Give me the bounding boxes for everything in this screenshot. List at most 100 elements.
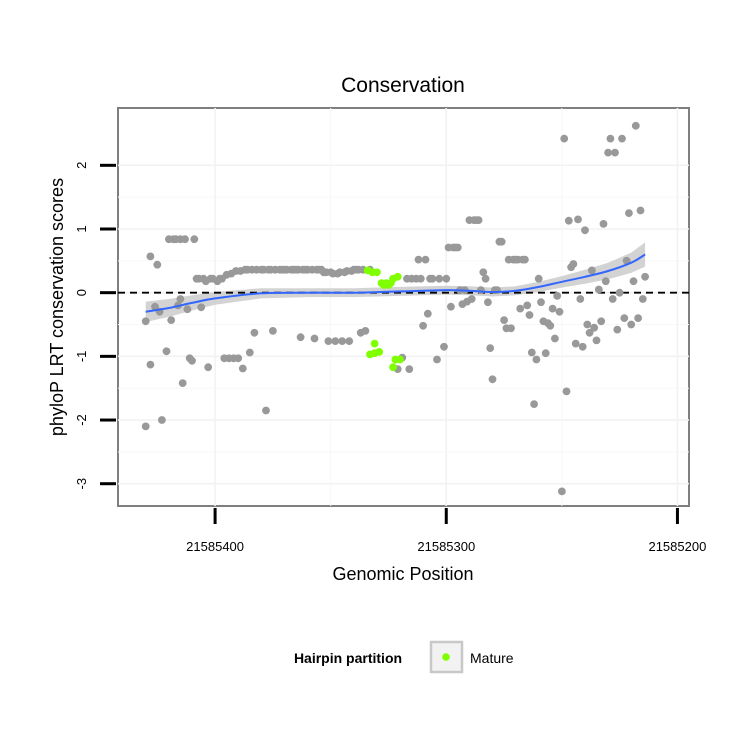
mature-data-point xyxy=(396,355,404,364)
data-point xyxy=(146,360,155,369)
data-point xyxy=(500,316,508,324)
data-point xyxy=(618,134,626,143)
data-point xyxy=(162,347,171,356)
legend-title: Hairpin partition xyxy=(294,650,402,666)
data-point xyxy=(608,295,617,303)
data-point xyxy=(574,215,582,224)
data-point xyxy=(541,349,550,358)
data-point xyxy=(190,235,199,244)
data-point xyxy=(641,272,649,281)
data-point xyxy=(534,274,543,283)
data-point xyxy=(627,320,636,329)
data-point xyxy=(532,355,541,364)
data-point xyxy=(433,355,441,364)
data-point xyxy=(581,226,589,235)
plot-panel xyxy=(117,107,690,507)
legend-key-box xyxy=(429,640,464,674)
data-point xyxy=(629,277,638,286)
y-tick-label: -3 xyxy=(74,478,89,490)
data-point xyxy=(527,348,536,357)
data-point xyxy=(597,317,606,326)
legend-key-mature-dot xyxy=(442,653,450,661)
data-point xyxy=(590,323,599,332)
data-point xyxy=(167,316,176,324)
data-point xyxy=(204,363,213,372)
y-tick-label: 2 xyxy=(74,162,89,169)
data-point xyxy=(238,364,247,373)
data-point xyxy=(583,320,592,329)
data-point xyxy=(569,260,578,268)
data-point xyxy=(585,328,594,337)
data-point xyxy=(269,327,277,335)
data-point xyxy=(234,354,243,363)
data-point xyxy=(497,237,506,246)
data-point xyxy=(245,348,254,357)
data-point xyxy=(416,274,425,283)
data-point xyxy=(562,387,571,396)
data-point xyxy=(310,334,319,343)
x-axis-title: Genomic Position xyxy=(332,564,473,584)
data-point xyxy=(516,304,525,313)
mature-data-point xyxy=(373,268,381,277)
data-point xyxy=(158,416,166,424)
data-point xyxy=(419,321,427,330)
data-point xyxy=(599,220,608,228)
data-point xyxy=(474,216,483,225)
data-point xyxy=(481,274,490,283)
data-point xyxy=(442,274,451,283)
data-point xyxy=(361,327,370,335)
data-point xyxy=(631,121,640,130)
data-point xyxy=(578,342,587,351)
data-point xyxy=(421,255,430,264)
y-tick-label: -2 xyxy=(74,414,89,426)
legend-label-mature: Mature xyxy=(470,650,514,666)
data-point xyxy=(296,333,305,342)
y-tick-label: 1 xyxy=(74,225,89,232)
points-layer xyxy=(141,121,649,496)
smooth-trend-line xyxy=(145,253,646,313)
data-point xyxy=(486,344,495,352)
y-axis-title: phyloP LRT conservation scores xyxy=(47,178,67,436)
legend: Hairpin partition Mature xyxy=(294,640,514,674)
data-point xyxy=(546,321,555,330)
data-point xyxy=(507,324,515,333)
data-point xyxy=(414,255,423,264)
x-tick-label: 21585300 xyxy=(417,539,475,554)
data-point xyxy=(176,295,185,303)
data-point xyxy=(338,337,347,345)
data-point xyxy=(153,260,162,269)
mature-data-point xyxy=(393,272,402,281)
data-point xyxy=(197,303,206,312)
data-point xyxy=(555,307,564,316)
data-point xyxy=(183,305,192,314)
data-point xyxy=(141,422,150,431)
data-point xyxy=(146,252,155,261)
data-point xyxy=(405,365,414,373)
data-point xyxy=(622,256,631,265)
y-tick-label: -1 xyxy=(74,351,89,363)
axes: -3 -2 -1 0 1 2 21585400 21585300 21585200 xyxy=(74,162,706,554)
data-point xyxy=(178,379,187,387)
data-point xyxy=(250,328,259,337)
data-point xyxy=(601,277,610,286)
data-point xyxy=(262,406,270,415)
data-point xyxy=(611,148,619,157)
data-point xyxy=(423,309,432,318)
data-point xyxy=(331,337,340,345)
mature-data-point xyxy=(375,348,384,356)
data-point xyxy=(479,268,488,277)
data-point xyxy=(141,317,150,326)
data-point xyxy=(571,339,580,348)
confidence-ribbon-layer xyxy=(145,242,646,322)
data-point xyxy=(488,375,497,384)
data-point xyxy=(324,337,333,345)
data-point xyxy=(564,216,573,225)
y-tick-label: 0 xyxy=(74,289,89,296)
data-point xyxy=(551,334,559,343)
data-point xyxy=(625,209,633,218)
data-point xyxy=(588,266,596,275)
data-point xyxy=(594,285,603,294)
data-point xyxy=(558,487,566,496)
data-point xyxy=(440,342,448,351)
